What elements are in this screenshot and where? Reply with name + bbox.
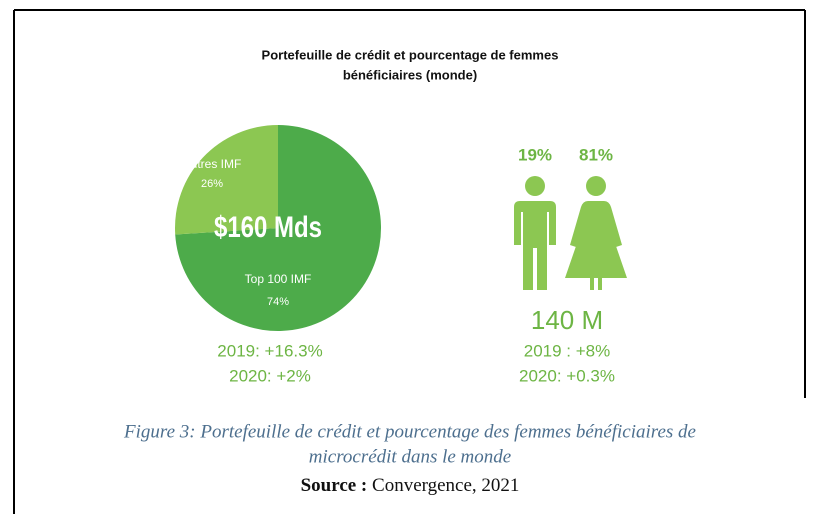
annotation: 2019: +16.3% <box>217 341 322 360</box>
annotation: 2020: +0.3% <box>519 366 615 385</box>
center-label: $160 Mds <box>214 209 322 243</box>
pie <box>175 125 381 332</box>
caption: Figure 3: Portefeuille de crédit et pour… <box>123 421 696 442</box>
chart-title: Portefeuille de crédit et pourcentage de… <box>262 47 559 62</box>
pie-slice <box>175 125 381 332</box>
caption: microcrédit dans le monde <box>309 446 511 467</box>
frame <box>13 9 806 514</box>
men-share: 19% <box>518 145 552 164</box>
slice-value-label: 26% <box>201 178 223 190</box>
man-icon <box>514 176 556 290</box>
slice-label: Top 100 IMF <box>245 272 312 286</box>
woman-icon <box>565 176 627 290</box>
annotation: 2020: +2% <box>229 366 311 385</box>
source-text: Convergence, 2021 <box>367 475 519 496</box>
source-label: Source : <box>301 475 368 496</box>
annotation: 2019 : +8% <box>524 341 611 360</box>
total: 140 M <box>531 305 603 335</box>
pie-slice <box>175 125 278 235</box>
source: Source : Convergence, 2021 <box>301 475 520 496</box>
chart-title: bénéficiaires (monde) <box>343 67 477 82</box>
women-share: 81% <box>579 145 613 164</box>
slice-value-label: 74% <box>267 296 289 308</box>
slice-label: Autres IMF <box>183 157 242 171</box>
